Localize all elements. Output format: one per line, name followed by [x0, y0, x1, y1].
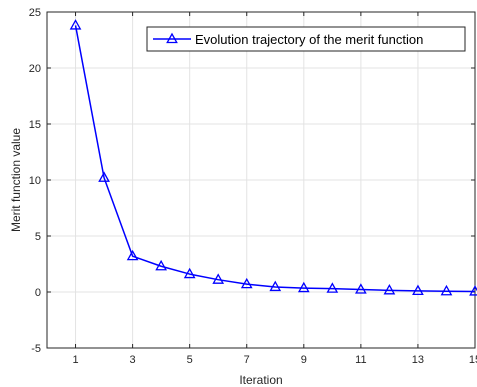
y-tick-labels: -5 0 5 10 15 20 25	[29, 7, 41, 355]
x-tick-label: 7	[244, 354, 250, 366]
data-point-marker	[412, 284, 424, 296]
y-axis-label: Merit function value	[9, 128, 23, 232]
data-point-marker	[355, 283, 367, 294]
y-tick-label: 0	[35, 287, 41, 299]
data-point-marker	[183, 267, 196, 279]
legend-marker-triangle	[166, 32, 178, 44]
x-tick-label: 13	[412, 354, 424, 366]
data-point-marker	[269, 280, 282, 292]
data-point-marker	[440, 284, 453, 296]
series-line	[74, 25, 476, 293]
x-tick-labels: 13579111315	[72, 354, 477, 366]
data-point-marker	[240, 277, 253, 289]
x-axis-label: Iteration	[239, 373, 282, 387]
data-point-marker	[98, 171, 110, 182]
x-tick-label: 11	[355, 354, 366, 366]
series-layer	[69, 19, 477, 296]
y-tick-label: 15	[29, 119, 41, 131]
x-tick-label: 3	[130, 354, 136, 366]
legend: Evolution trajectory of the merit functi…	[146, 26, 466, 52]
x-tick-label: 5	[187, 354, 193, 366]
data-point-marker	[155, 259, 167, 271]
x-tick-label: 15	[469, 354, 477, 366]
data-point-marker	[326, 282, 339, 293]
legend-entry-label: Evolution trajectory of the merit functi…	[195, 32, 423, 47]
data-point-marker	[69, 19, 82, 30]
y-tick-label: 5	[35, 231, 41, 243]
data-point-marker	[383, 283, 396, 295]
axes	[46, 11, 476, 349]
y-tick-label: -5	[31, 343, 41, 355]
data-point-marker	[297, 281, 310, 293]
data-point-marker	[212, 273, 225, 284]
y-tick-label: 10	[29, 175, 41, 187]
legend-box	[146, 26, 466, 52]
x-tick-label: 9	[301, 354, 307, 366]
y-tick-label: 25	[29, 7, 41, 19]
data-point-marker	[469, 285, 477, 296]
y-tick-label: 20	[29, 63, 41, 75]
x-tick-label: 1	[72, 354, 78, 366]
data-point-marker	[126, 249, 139, 261]
